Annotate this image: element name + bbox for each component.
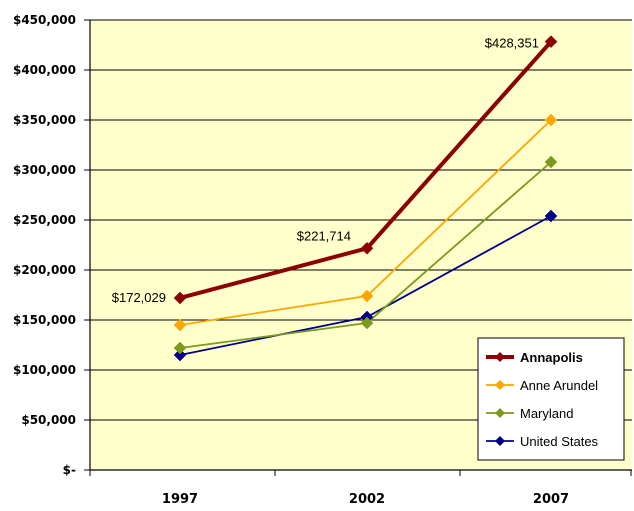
- legend-marker-anne-arundel: [495, 380, 505, 390]
- legend-marker-united-states: [495, 436, 505, 446]
- y-tick-label-3: $150,000: [13, 313, 76, 327]
- legend-label-united-states: United States: [520, 434, 599, 449]
- x-tick-label-2002: 2002: [349, 492, 385, 507]
- marker-anne-arundel-1997: [173, 318, 187, 332]
- data-label-2007: $428,351: [485, 36, 539, 51]
- data-label-2002: $221,714: [297, 228, 351, 243]
- data-labels: $172,029 $221,714 $428,351: [112, 36, 539, 305]
- y-tick-label-6: $300,000: [13, 163, 76, 177]
- y-tick-label-5: $250,000: [13, 213, 76, 227]
- marker-annapolis-1997: [173, 291, 187, 305]
- marker-maryland-2007: [544, 155, 558, 169]
- marker-anne-arundel-2007: [544, 113, 558, 127]
- marker-anne-arundel-2002: [360, 289, 374, 303]
- data-label-1997: $172,029: [112, 290, 166, 305]
- marker-united-states-1997: [173, 348, 187, 362]
- legend-marker-maryland: [495, 408, 505, 418]
- legend-label-anne-arundel: Anne Arundel: [520, 378, 598, 393]
- marker-annapolis-2007: [544, 35, 558, 49]
- legend-label-annapolis: Annapolis: [520, 350, 583, 365]
- y-tick-labels: $- $50,000 $100,000 $150,000 $200,000 $250,00…: [13, 13, 76, 477]
- y-tick-label-7: $350,000: [13, 113, 76, 127]
- marker-annapolis-2002: [360, 241, 374, 255]
- marker-united-states-2007: [544, 209, 558, 223]
- y-tick-label-8: $400,000: [13, 63, 76, 77]
- marker-maryland-1997: [173, 341, 187, 355]
- x-tick-label-1997: 1997: [162, 492, 198, 507]
- y-tick-label-9: $450,000: [13, 13, 76, 27]
- y-tick-label-2: $100,000: [13, 363, 76, 377]
- axes: [89, 20, 632, 476]
- x-tick-labels: 1997 2002 2007: [162, 492, 569, 507]
- y-tick-label-1: $50,000: [21, 413, 76, 427]
- legend: Annapolis Anne Arundel Maryland United Stat…: [477, 337, 625, 461]
- series-markers: [173, 35, 558, 362]
- marker-maryland-2002: [360, 316, 374, 330]
- y-tick-label-0: $-: [63, 463, 76, 477]
- legend-label-maryland: Maryland: [520, 406, 573, 421]
- x-tick-label-2007: 2007: [533, 492, 569, 507]
- legend-marker-annapolis: [495, 352, 505, 362]
- y-tick-label-4: $200,000: [13, 263, 76, 277]
